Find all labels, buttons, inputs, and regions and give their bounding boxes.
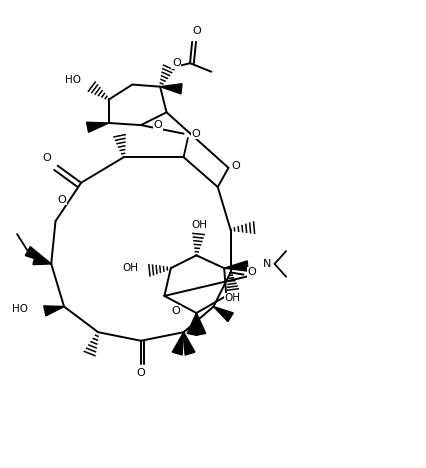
Text: O: O — [43, 153, 51, 163]
Polygon shape — [187, 313, 197, 336]
Text: O: O — [191, 129, 199, 139]
Text: HO: HO — [12, 304, 28, 314]
Text: OH: OH — [123, 263, 138, 273]
Polygon shape — [43, 306, 64, 316]
Text: O: O — [192, 26, 200, 36]
Text: OH: OH — [224, 293, 240, 303]
Text: OH: OH — [191, 220, 207, 230]
Polygon shape — [224, 261, 248, 271]
Polygon shape — [25, 247, 51, 264]
Polygon shape — [183, 332, 194, 355]
Text: N: N — [262, 259, 271, 269]
Polygon shape — [172, 332, 183, 355]
Text: HO: HO — [65, 75, 81, 85]
Polygon shape — [86, 122, 109, 132]
Polygon shape — [33, 255, 51, 264]
Polygon shape — [160, 84, 181, 94]
Text: O: O — [230, 161, 239, 171]
Text: O: O — [171, 306, 180, 316]
Text: O: O — [247, 267, 256, 278]
Polygon shape — [213, 307, 233, 322]
Polygon shape — [195, 313, 205, 336]
Text: O: O — [58, 195, 66, 205]
Text: O: O — [172, 58, 180, 68]
Text: O: O — [153, 120, 162, 130]
Text: O: O — [136, 368, 145, 378]
